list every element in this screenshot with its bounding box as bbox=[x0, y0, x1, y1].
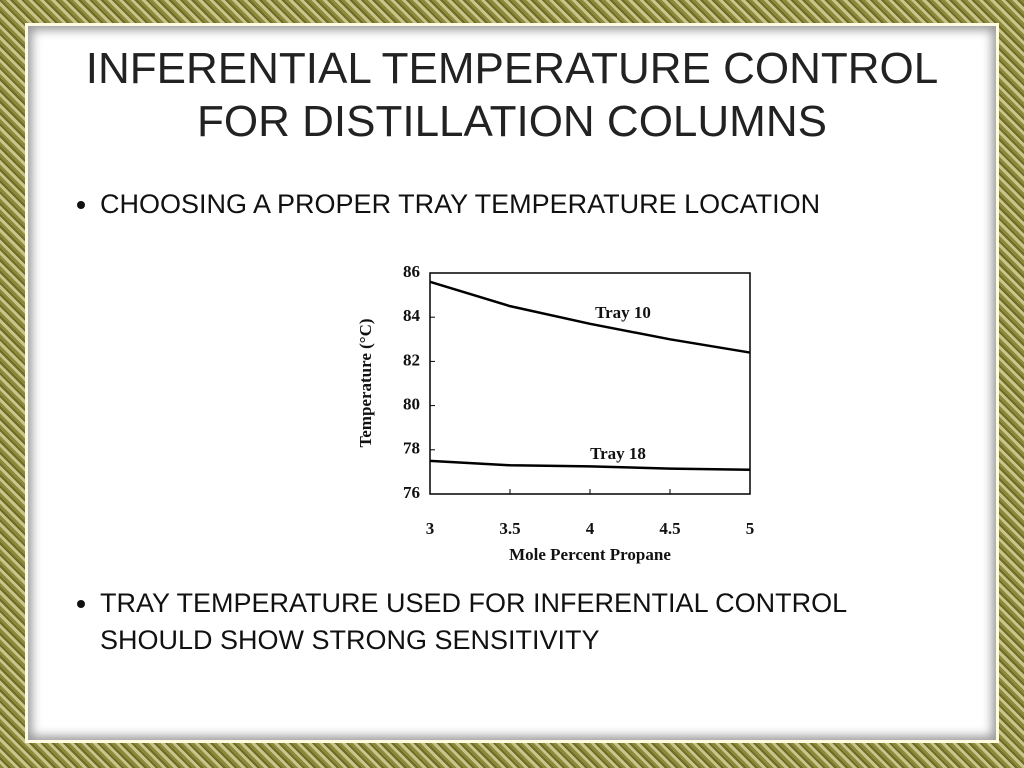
series-label: Tray 10 bbox=[595, 303, 651, 322]
y-tick-label: 86 bbox=[403, 262, 420, 281]
y-tick-label: 76 bbox=[403, 483, 420, 502]
y-tick-label: 84 bbox=[403, 306, 421, 325]
chart: Mole Percent Propane Temperature (°C) 76… bbox=[356, 262, 755, 564]
x-tick-label: 3 bbox=[426, 519, 435, 538]
y-tick-label: 78 bbox=[403, 439, 420, 458]
series-label: Tray 18 bbox=[590, 444, 646, 463]
y-tick-label: 80 bbox=[403, 395, 420, 414]
slide-title: FOR DISTILLATION COLUMNS bbox=[197, 97, 827, 146]
x-tick-label: 3.5 bbox=[499, 519, 520, 538]
slide bbox=[28, 26, 996, 740]
slide-title: INFERENTIAL TEMPERATURE CONTROL bbox=[85, 44, 939, 93]
x-axis-title: Mole Percent Propane bbox=[509, 545, 671, 564]
bullet-list: TRAY TEMPERATURE USED FOR INFERENTIAL CO… bbox=[62, 585, 860, 659]
y-tick-label: 82 bbox=[403, 350, 420, 369]
bullet: TRAY TEMPERATURE USED FOR INFERENTIAL CO… bbox=[100, 585, 860, 659]
y-axis-title: Temperature (°C) bbox=[356, 318, 375, 447]
data-line bbox=[429, 280, 751, 354]
x-tick-label: 4.5 bbox=[659, 519, 680, 538]
data-line bbox=[429, 459, 751, 471]
bullet-list: CHOOSING A PROPER TRAY TEMPERATURE LOCAT… bbox=[62, 186, 860, 223]
x-tick-label: 4 bbox=[586, 519, 595, 538]
x-tick-label: 5 bbox=[746, 519, 755, 538]
bullet: CHOOSING A PROPER TRAY TEMPERATURE LOCAT… bbox=[100, 186, 860, 223]
